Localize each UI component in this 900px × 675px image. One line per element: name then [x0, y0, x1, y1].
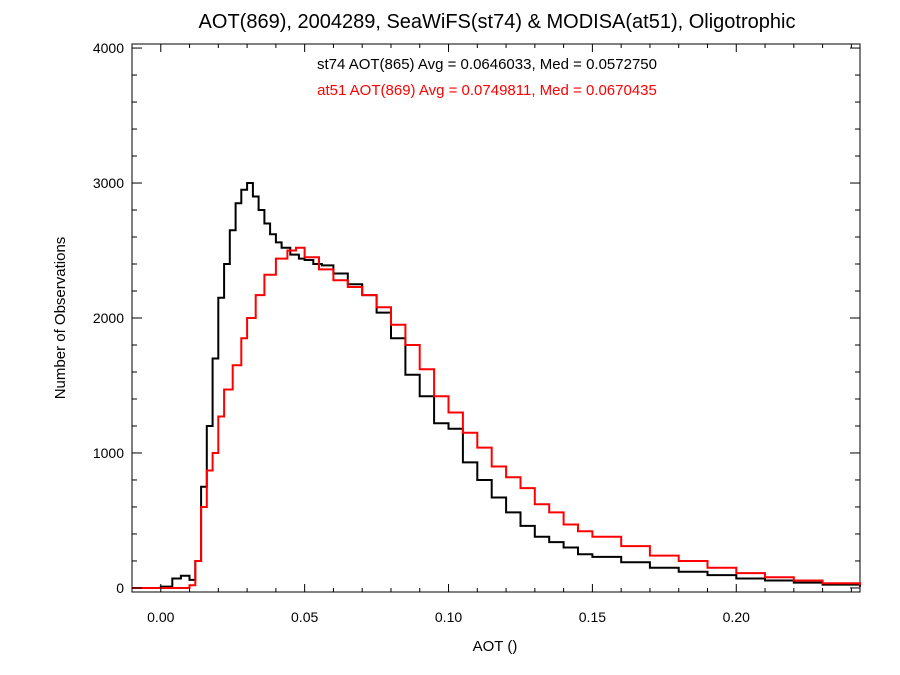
- x-tick-label: 0.20: [723, 609, 750, 625]
- series-line-0: [132, 182, 861, 589]
- series-layer: [132, 182, 861, 589]
- y-axis-label: Number of Observations: [52, 237, 69, 400]
- y-axis: 0 1000 2000 3000 4000: [93, 40, 860, 596]
- y-tick-label: 4000: [93, 40, 124, 56]
- x-tick-label: 0.05: [291, 609, 318, 625]
- annotation-st74-stats: st74 AOT(865) Avg = 0.0646033, Med = 0.0…: [317, 56, 657, 73]
- series-line-1: [132, 246, 861, 589]
- y-tick-label: 0: [116, 580, 124, 596]
- plot-frame: [131, 43, 861, 593]
- x-tick-label: 0.00: [147, 609, 174, 625]
- x-axis-label: AOT (): [473, 638, 518, 655]
- y-tick-label: 3000: [93, 175, 124, 191]
- y-tick-label: 2000: [93, 310, 124, 326]
- annotation-at51-stats: at51 AOT(869) Avg = 0.0749811, Med = 0.0…: [317, 82, 657, 99]
- y-tick-label: 1000: [93, 445, 124, 461]
- x-tick-label: 0.10: [435, 609, 462, 625]
- chart-title: AOT(869), 2004289, SeaWiFS(st74) & MODIS…: [199, 11, 796, 33]
- x-axis: 0.00 0.05 0.10 0.15 0.20: [131, 44, 852, 625]
- x-tick-label: 0.15: [579, 609, 606, 625]
